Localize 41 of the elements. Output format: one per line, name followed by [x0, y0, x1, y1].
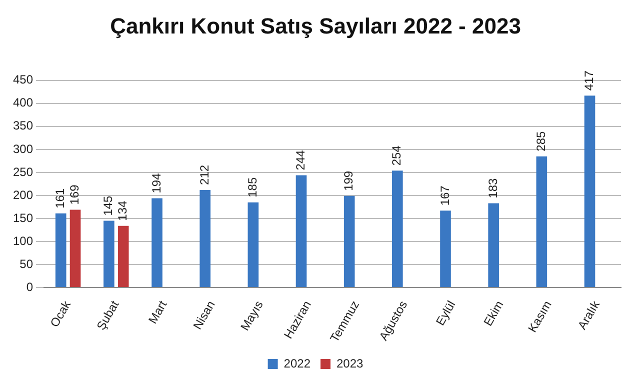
- bar: [70, 210, 81, 288]
- bar: [248, 202, 259, 288]
- y-tick-label: 350: [12, 118, 34, 133]
- data-label: 199: [342, 170, 356, 191]
- bar: [536, 156, 548, 288]
- data-label: 169: [68, 184, 82, 205]
- bar: [296, 175, 307, 288]
- y-tick-label: 50: [20, 256, 34, 271]
- bar: [55, 213, 66, 288]
- bar: [118, 226, 129, 288]
- y-tick-label: 250: [12, 164, 34, 179]
- legend-label: 2023: [336, 356, 364, 370]
- y-tick-label: 0: [26, 280, 34, 294]
- data-label: 417: [582, 70, 596, 91]
- bar: [392, 170, 403, 288]
- y-tick-label: 100: [12, 234, 34, 248]
- bar: [488, 203, 499, 288]
- y-tick-label: 450: [12, 72, 34, 87]
- data-label: 285: [534, 131, 548, 152]
- bar: [152, 198, 162, 288]
- chart-title: Çankırı Konut Satış Sayıları 2022 - 2023: [110, 13, 521, 38]
- data-label: 183: [486, 178, 500, 198]
- y-tick-label: 400: [12, 96, 34, 110]
- data-label: 134: [116, 200, 130, 221]
- bar: [440, 210, 451, 288]
- data-label: 161: [53, 188, 68, 208]
- data-label: 145: [101, 195, 116, 216]
- y-tick-label: 300: [12, 142, 34, 156]
- bar: [584, 96, 596, 288]
- data-label: 185: [245, 177, 260, 198]
- data-label: 212: [197, 164, 212, 185]
- data-label: 244: [294, 150, 308, 170]
- data-label: 194: [149, 172, 164, 194]
- y-tick-label: 150: [12, 210, 34, 225]
- y-tick-label: 200: [12, 188, 34, 202]
- data-label: 167: [438, 185, 452, 206]
- legend-label: 2022: [284, 356, 311, 370]
- bar: [104, 220, 114, 288]
- data-label: 254: [390, 145, 404, 166]
- bar: [344, 196, 355, 288]
- bar: [200, 190, 211, 288]
